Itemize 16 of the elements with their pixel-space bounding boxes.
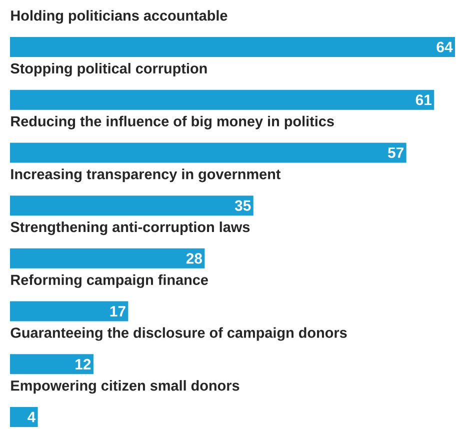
data-label: 4	[28, 412, 36, 422]
y-tick-label: Guaranteeing the disclosure of campaign donors	[10, 327, 347, 341]
data-label: 57	[388, 148, 404, 158]
y-tick-label: Empowering citizen small donors	[11, 380, 240, 394]
y-tick-label: Reducing the influence of big money in politics	[11, 116, 334, 130]
data-label: 12	[76, 358, 91, 370]
data-label: 64	[436, 42, 453, 52]
y-tick-label: Holding politicians accountable	[11, 10, 228, 24]
data-label: 61	[416, 94, 432, 106]
y-tick-label: Strengthening anti-corruption laws	[10, 222, 250, 236]
data-label: 35	[234, 200, 251, 211]
y-tick-label: Increasing transparency in government	[11, 168, 281, 182]
data-label: 17	[110, 306, 126, 316]
y-tick-label: Stopping political corruption	[10, 62, 207, 76]
data-label: 28	[186, 253, 202, 264]
y-tick-label: Reforming campaign finance	[11, 274, 208, 288]
